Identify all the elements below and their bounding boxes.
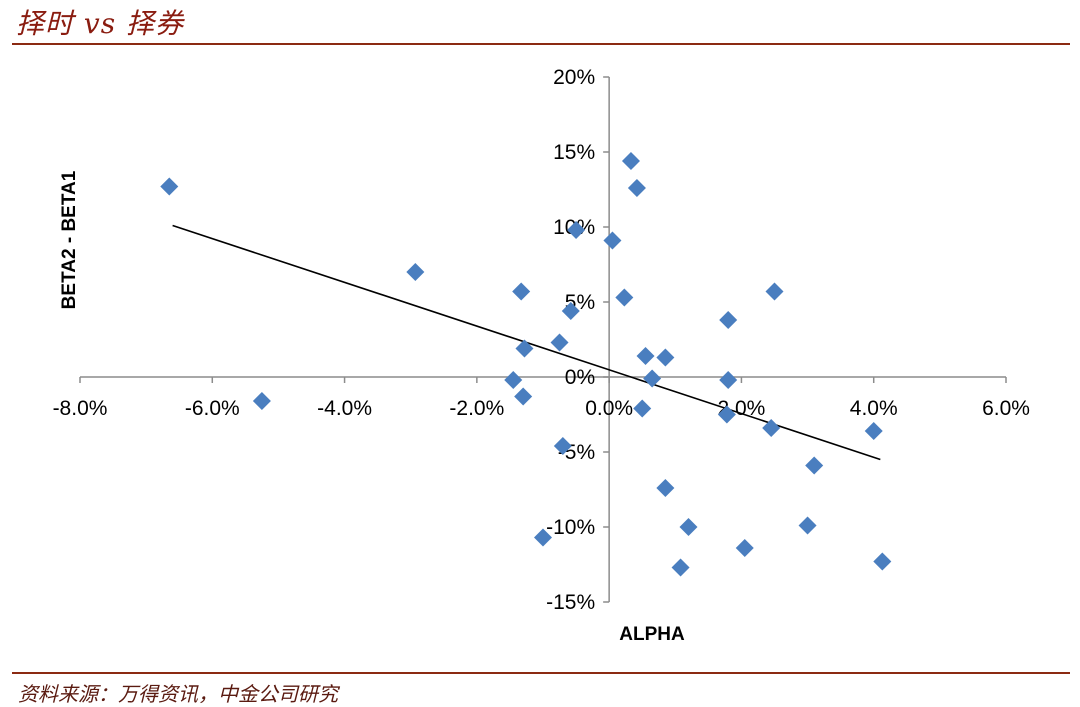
data-point <box>550 333 569 352</box>
data-point <box>160 177 179 196</box>
y-tick-label: -10% <box>546 516 595 539</box>
x-tick-label: -6.0% <box>185 397 240 420</box>
x-tick-label: -8.0% <box>53 397 108 420</box>
data-point <box>534 528 552 547</box>
data-point <box>719 311 738 329</box>
data-point <box>805 456 824 475</box>
data-point <box>719 371 738 389</box>
x-axis-title: ALPHA <box>619 624 685 645</box>
data-point <box>656 348 675 367</box>
y-tick-label: 20% <box>553 66 595 89</box>
data-point <box>671 558 690 577</box>
x-tick-label: 4.0% <box>850 397 898 420</box>
data-point <box>864 422 883 440</box>
data-point <box>603 231 622 250</box>
data-point <box>561 302 580 320</box>
data-point <box>512 282 531 301</box>
title-divider <box>12 43 1070 45</box>
data-point <box>643 369 662 388</box>
x-tick-label: -2.0% <box>449 397 504 420</box>
chart-axes: -8.0% -6.0% -4.0% -2.0% 0.0% 2.0% 4.0% 6.0%-15%… <box>53 66 1030 614</box>
data-point <box>504 371 523 389</box>
x-tick-label: -4.0% <box>317 397 372 420</box>
x-tick-label: 6.0% <box>982 397 1030 420</box>
data-point <box>621 152 640 170</box>
data-point <box>615 288 634 307</box>
y-axis-title: BETA2 - BETA1 <box>59 170 80 309</box>
data-point <box>406 263 425 281</box>
data-point <box>636 347 655 365</box>
footer-divider <box>12 672 1070 674</box>
data-point <box>656 479 675 497</box>
y-tick-label: 0% <box>565 366 595 389</box>
y-tick-label: 15% <box>553 141 595 164</box>
data-points <box>160 152 892 577</box>
data-point <box>735 539 754 557</box>
data-point <box>765 282 784 301</box>
data-point <box>873 552 892 571</box>
page-title: 择时 vs 择券 <box>16 7 184 40</box>
data-point <box>252 392 271 410</box>
data-point <box>798 516 817 535</box>
data-point <box>679 518 698 536</box>
x-tick-label: 0.0% <box>585 397 633 420</box>
data-point <box>553 437 572 455</box>
data-point <box>762 419 781 437</box>
data-point <box>627 179 646 197</box>
data-point <box>633 399 652 418</box>
data-point <box>717 405 736 424</box>
data-point <box>515 339 534 358</box>
scatter-chart: -8.0% -6.0% -4.0% -2.0% 0.0% 2.0% 4.0% 6.0%-15%… <box>53 66 1030 645</box>
y-tick-label: -15% <box>546 591 595 614</box>
source-note: 资料来源：万得资讯，中金公司研究 <box>18 682 338 706</box>
data-point <box>514 387 533 406</box>
data-point <box>567 221 586 239</box>
